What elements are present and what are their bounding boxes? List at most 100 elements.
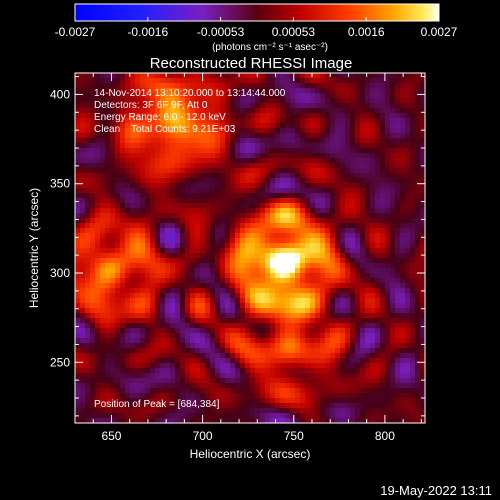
heatmap-cell [190, 188, 196, 194]
heatmap-cell [400, 83, 406, 89]
heatmap-cell [130, 148, 136, 154]
heatmap-cell [290, 248, 296, 254]
heatmap-cell [375, 123, 381, 129]
heatmap-cell [275, 328, 281, 334]
heatmap-cell [225, 263, 231, 269]
heatmap-cell [370, 308, 376, 314]
heatmap-cell [390, 113, 396, 119]
heatmap-cell [420, 263, 426, 269]
heatmap-cell [125, 118, 131, 124]
heatmap-cell [210, 368, 216, 374]
heatmap-cell [170, 288, 176, 294]
heatmap-cell [150, 348, 156, 354]
heatmap-cell [125, 393, 131, 399]
heatmap-cell [170, 218, 176, 224]
heatmap-cell [405, 278, 411, 284]
heatmap-cell [365, 338, 371, 344]
heatmap-cell [115, 268, 121, 274]
heatmap-cell [250, 218, 256, 224]
heatmap-cell [315, 313, 321, 319]
heatmap-cell [75, 278, 81, 284]
heatmap-cell [355, 373, 361, 379]
heatmap-cell [340, 168, 346, 174]
heatmap-cell [380, 338, 386, 344]
heatmap-cell [355, 203, 361, 209]
heatmap-cell [330, 413, 336, 419]
heatmap-cell [320, 408, 326, 414]
heatmap-cell [335, 108, 341, 114]
heatmap-cell [260, 108, 266, 114]
heatmap-cell [175, 133, 181, 139]
heatmap-cell [95, 313, 101, 319]
heatmap-cell [195, 358, 201, 364]
heatmap-cell [390, 293, 396, 299]
heatmap-cell [330, 388, 336, 394]
heatmap-cell [210, 228, 216, 234]
heatmap-cell [200, 133, 206, 139]
heatmap-cell [405, 163, 411, 169]
heatmap-cell [195, 273, 201, 279]
heatmap-cell [365, 308, 371, 314]
heatmap-cell [130, 343, 136, 349]
heatmap-cell [370, 318, 376, 324]
heatmap-cell [160, 313, 166, 319]
heatmap-cell [160, 208, 166, 214]
heatmap-cell [145, 253, 151, 259]
heatmap-cell [320, 248, 326, 254]
heatmap-cell [370, 88, 376, 94]
heatmap-cell [135, 403, 141, 409]
heatmap-cell [345, 308, 351, 314]
heatmap-cell [230, 153, 236, 159]
heatmap-cell [220, 163, 226, 169]
heatmap-cell [400, 158, 406, 164]
heatmap-cell [315, 233, 321, 239]
heatmap-cell [245, 283, 251, 289]
heatmap-cell [85, 278, 91, 284]
heatmap-cell [280, 403, 286, 409]
heatmap-cell [175, 303, 181, 309]
heatmap-cell [210, 263, 216, 269]
heatmap-cell [355, 318, 361, 324]
heatmap-cell [260, 173, 266, 179]
heatmap-cell [280, 178, 286, 184]
heatmap-cell [270, 393, 276, 399]
heatmap-cell [210, 268, 216, 274]
heatmap-cell [380, 223, 386, 229]
heatmap-cell [410, 418, 416, 424]
heatmap-cell [350, 198, 356, 204]
heatmap-cell [85, 188, 91, 194]
heatmap-cell [365, 383, 371, 389]
heatmap-cell [320, 388, 326, 394]
heatmap-cell [180, 188, 186, 194]
heatmap-cell [190, 73, 196, 79]
heatmap-cell [325, 83, 331, 89]
heatmap-cell [260, 353, 266, 359]
heatmap-cell [330, 273, 336, 279]
heatmap-cell [110, 78, 116, 84]
heatmap-cell [255, 313, 261, 319]
heatmap-cell [355, 138, 361, 144]
heatmap-cell [145, 328, 151, 334]
heatmap-cell [145, 178, 151, 184]
heatmap-cell [215, 293, 221, 299]
heatmap-cell [210, 388, 216, 394]
heatmap-cell [80, 388, 86, 394]
heatmap-cell [385, 113, 391, 119]
heatmap-cell [395, 253, 401, 259]
heatmap-cell [395, 303, 401, 309]
heatmap-cell [360, 228, 366, 234]
heatmap-cell [245, 203, 251, 209]
heatmap-cell [315, 243, 321, 249]
heatmap-cell [140, 353, 146, 359]
heatmap-cell [420, 268, 426, 274]
heatmap-cell [125, 328, 131, 334]
heatmap-cell [230, 313, 236, 319]
heatmap-cell [95, 128, 101, 134]
heatmap-cell [80, 123, 86, 129]
heatmap-cell [205, 363, 211, 369]
heatmap-cell [325, 108, 331, 114]
heatmap-cell [175, 318, 181, 324]
heatmap-cell [160, 398, 166, 404]
heatmap-cell [260, 113, 266, 119]
heatmap-cell [335, 153, 341, 159]
